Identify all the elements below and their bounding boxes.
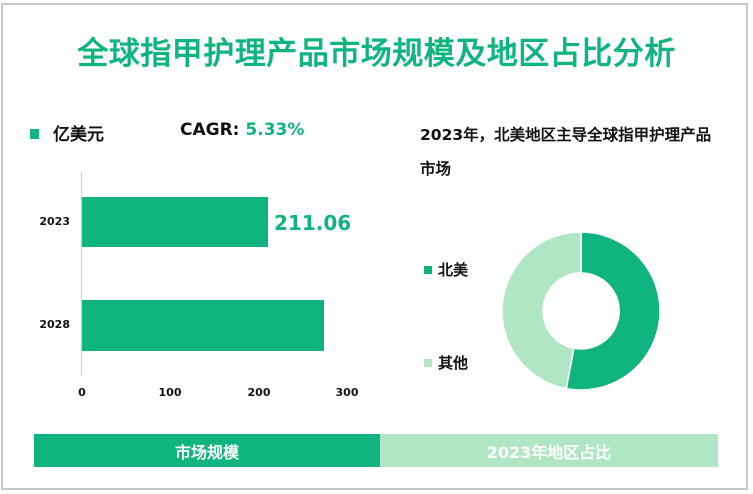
legend-swatch-icon xyxy=(30,129,39,139)
tab-region-share: 2023年地区占比 xyxy=(380,434,718,467)
donut-chart xyxy=(501,231,661,391)
legend-label: 亿美元 xyxy=(53,125,104,145)
y-axis-line xyxy=(81,172,82,375)
bar-2023 xyxy=(82,197,268,247)
legend-swatch-icon xyxy=(424,359,432,367)
donut-slice-other xyxy=(501,231,582,390)
page-title: 全球指甲护理产品市场规模及地区占比分析 xyxy=(77,36,676,72)
bar-2028 xyxy=(82,300,324,351)
bar-label-2023: 211.06 xyxy=(274,211,352,235)
x-tick-0: 0 xyxy=(78,386,86,399)
cagr-value: 5.33% xyxy=(245,120,305,140)
x-tick-300: 300 xyxy=(335,386,359,399)
y-tick-2023: 2023 xyxy=(39,215,70,228)
x-tick-200: 200 xyxy=(247,386,271,399)
legend-swatch-icon xyxy=(424,266,432,274)
cagr-annotation: CAGR: 5.33% xyxy=(180,120,304,140)
legend-item-north-america: 北美 xyxy=(424,259,468,280)
x-tick-100: 100 xyxy=(158,386,182,399)
tab-market-size: 市场规模 xyxy=(34,434,380,467)
legend-label: 北美 xyxy=(438,261,469,279)
legend-label: 其他 xyxy=(438,354,469,372)
legend-item-other: 其他 xyxy=(424,352,468,373)
bar-legend: 亿美元 xyxy=(30,120,104,145)
section-tabs: 市场规模 2023年地区占比 xyxy=(34,434,718,467)
cagr-label: CAGR: xyxy=(180,120,240,140)
y-tick-2028: 2028 xyxy=(39,318,70,331)
donut-slice-north-america xyxy=(565,231,661,391)
donut-title: 2023年，北美地区主导全球指甲护理产品市场 xyxy=(420,126,712,178)
